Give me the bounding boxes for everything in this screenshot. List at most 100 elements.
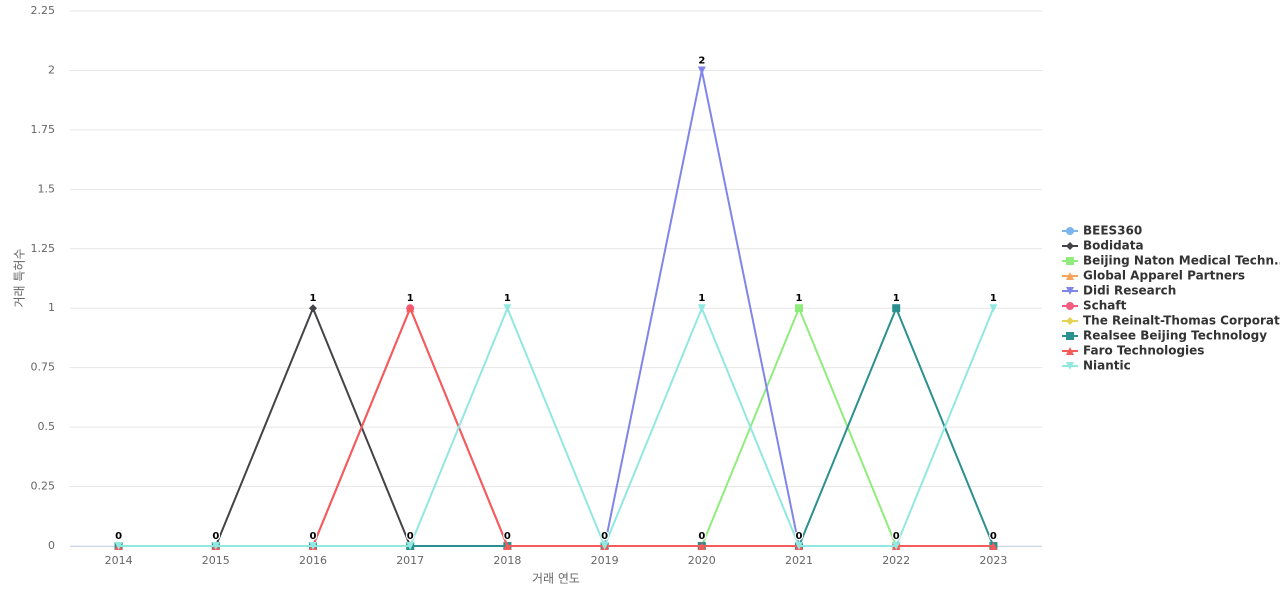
data-label: 0 (893, 531, 900, 542)
data-label: 0 (698, 531, 705, 542)
data-label: 0 (407, 531, 414, 542)
point (795, 304, 803, 313)
data-label: 0 (893, 531, 900, 542)
x-tick-label: 2014 (105, 554, 133, 567)
point (1066, 302, 1074, 310)
data-label: 0 (601, 531, 608, 542)
x-tick-label: 2020 (688, 554, 716, 567)
data-label: 0 (115, 531, 122, 542)
point (211, 542, 220, 550)
data-label: 0 (212, 531, 219, 542)
point (1066, 347, 1074, 355)
data-label: 0 (310, 531, 317, 542)
y-tick-label: 1.75 (31, 123, 56, 136)
data-label: 0 (212, 531, 219, 542)
data-label: 0 (893, 531, 900, 542)
x-tick-label: 2019 (591, 554, 619, 567)
legend-label: Faro Technologies (1083, 344, 1204, 358)
data-label: 1 (310, 293, 317, 304)
data-label: 0 (504, 531, 511, 542)
data-label: 0 (504, 531, 511, 542)
data-label: 0 (212, 531, 219, 542)
point (989, 304, 998, 313)
data-label: 0 (990, 531, 997, 542)
y-tick-label: 0 (48, 539, 55, 552)
y-tick-label: 2 (48, 63, 55, 76)
point (892, 304, 901, 313)
data-label: 0 (796, 531, 803, 542)
point (503, 542, 512, 550)
data-label: 0 (601, 531, 608, 542)
data-label: 1 (407, 293, 414, 304)
data-label: 0 (601, 531, 608, 542)
data-label: 0 (407, 531, 414, 542)
data-label: 0 (310, 531, 317, 542)
point (503, 304, 512, 313)
data-label: 0 (310, 531, 317, 542)
y-tick-label: 0.75 (31, 361, 56, 374)
point (1066, 272, 1074, 280)
data-label: 0 (407, 531, 414, 542)
data-label: 0 (796, 531, 803, 542)
data-label: 0 (796, 531, 803, 542)
data-label: 1 (796, 293, 803, 304)
data-label: 0 (698, 531, 705, 542)
y-axis-title: 거래 특허수 (13, 248, 27, 307)
data-label: 1 (698, 293, 705, 304)
legend-label: The Reinalt-Thomas Corporat... (1083, 314, 1280, 328)
data-label: 0 (504, 531, 511, 542)
data-label: 0 (698, 531, 705, 542)
data-label: 0 (990, 531, 997, 542)
data-label: 0 (407, 531, 414, 542)
data-label: 0 (601, 531, 608, 542)
x-tick-label: 2018 (493, 554, 521, 567)
data-label: 0 (796, 531, 803, 542)
data-label: 0 (407, 531, 414, 542)
data-label: 0 (407, 531, 414, 542)
data-label: 0 (990, 531, 997, 542)
data-label: 0 (212, 531, 219, 542)
data-label: 0 (601, 531, 608, 542)
data-label: 0 (115, 531, 122, 542)
data-label: 0 (796, 531, 803, 542)
legend-label: Beijing Naton Medical Techn... (1083, 254, 1280, 268)
data-label: 0 (990, 531, 997, 542)
legend-label: Didi Research (1083, 284, 1176, 298)
data-label: 0 (115, 531, 122, 542)
data-label: 0 (990, 531, 997, 542)
data-label: 0 (796, 531, 803, 542)
data-label: 0 (698, 531, 705, 542)
x-axis-title: 거래 연도 (532, 572, 580, 586)
data-label: 0 (504, 531, 511, 542)
data-label: 0 (990, 531, 997, 542)
data-label: 1 (990, 293, 997, 304)
data-label: 0 (115, 531, 122, 542)
data-label: 0 (601, 531, 608, 542)
series-line (118, 305, 995, 549)
point (309, 304, 317, 313)
point (795, 542, 803, 550)
point (1066, 257, 1074, 265)
data-label: 0 (893, 531, 900, 542)
point (697, 66, 706, 75)
data-label: 0 (990, 531, 997, 542)
x-tick-label: 2017 (396, 554, 424, 567)
data-label: 0 (601, 531, 608, 542)
point (1066, 287, 1074, 295)
x-tick-label: 2023 (979, 554, 1007, 567)
data-label: 0 (115, 531, 122, 542)
data-label: 0 (990, 531, 997, 542)
point (892, 542, 901, 550)
data-label: 0 (115, 531, 122, 542)
x-tick-label: 2016 (299, 554, 327, 567)
data-label: 2 (698, 55, 705, 66)
y-tick-label: 1 (48, 301, 55, 314)
point (1066, 242, 1074, 250)
point (1066, 362, 1074, 370)
y-tick-label: 0.5 (38, 420, 56, 433)
y-tick-label: 1.25 (31, 242, 56, 255)
data-label: 0 (212, 531, 219, 542)
data-label: 0 (601, 531, 608, 542)
data-label: 0 (310, 531, 317, 542)
